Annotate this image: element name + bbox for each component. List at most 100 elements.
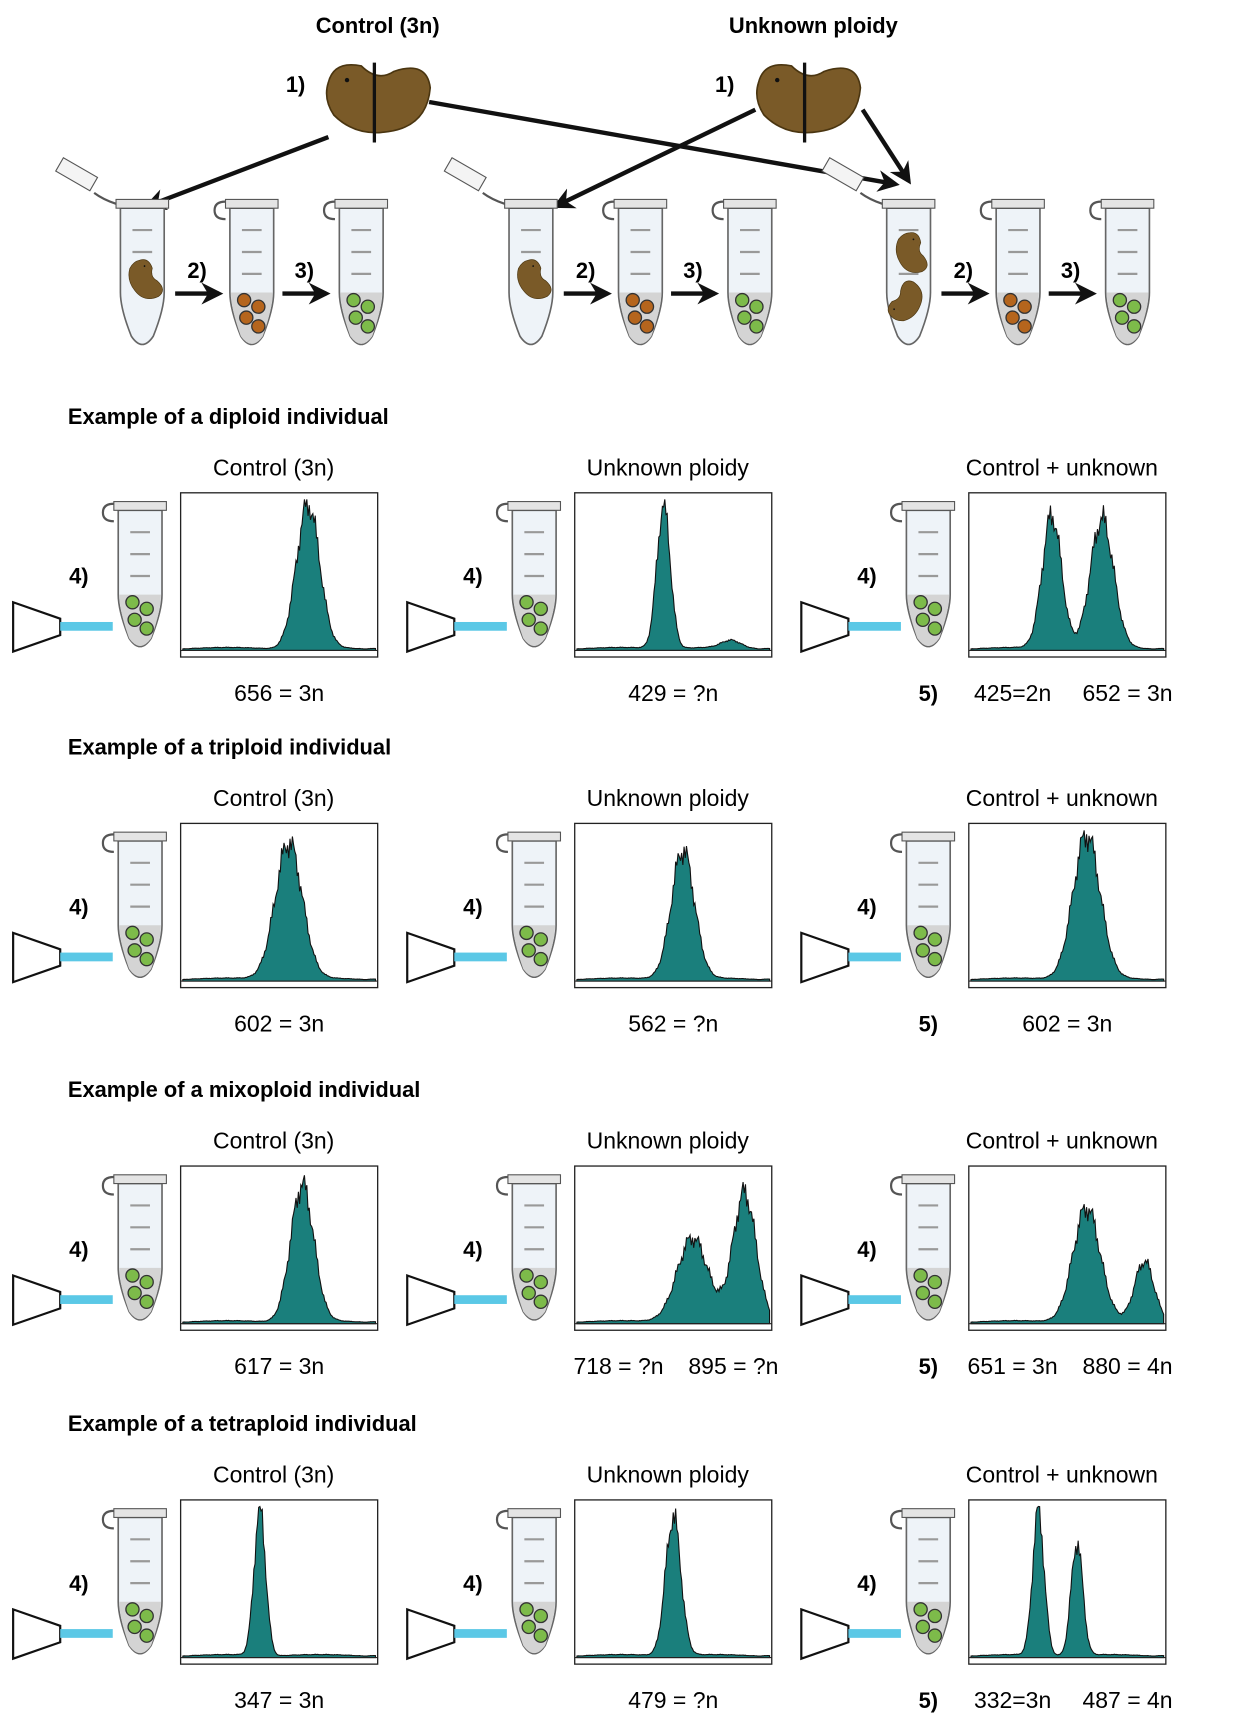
tube-cap [113, 831, 167, 842]
tube [495, 831, 562, 979]
step-label: 4) [857, 564, 876, 589]
step-label: 4) [69, 1237, 88, 1262]
histogram [970, 830, 1165, 982]
step-label: 4) [463, 564, 482, 589]
step-label: 4) [463, 1237, 482, 1262]
tube [889, 1174, 956, 1321]
tube-cap [1100, 198, 1155, 209]
tube [821, 157, 936, 346]
panel-title: Control (3n) [213, 1128, 334, 1154]
result-label: 880 = 4n [1082, 1353, 1172, 1379]
laser-beam [848, 1295, 901, 1304]
panel-title: Control + unknown [966, 1461, 1158, 1487]
tube-cap [991, 198, 1045, 209]
arrows [143, 99, 911, 210]
nucleus [139, 601, 154, 617]
nucleus [639, 299, 655, 314]
nucleus [533, 951, 549, 967]
detector [800, 600, 850, 654]
tube-hinge [889, 502, 903, 523]
nucleus [125, 1602, 140, 1617]
tube-hinge [101, 1509, 114, 1530]
tube [101, 1508, 167, 1655]
worm-eye [344, 77, 350, 83]
step-label: 3) [295, 258, 314, 283]
histogram [970, 505, 1165, 651]
tube [889, 1508, 956, 1655]
panel-title: Control + unknown [966, 1128, 1158, 1154]
result-label: 652 = 3n [1082, 680, 1172, 706]
tube [889, 501, 956, 648]
nucleus [348, 310, 363, 325]
tube [711, 198, 777, 346]
worm-eye [532, 265, 535, 267]
tube-body [885, 207, 932, 346]
tube [101, 831, 167, 979]
nucleus [1017, 319, 1032, 334]
result-label: 479 = ?n [628, 1687, 718, 1713]
tube-hinge [101, 1175, 114, 1196]
tube-cap [901, 831, 956, 842]
result-label: 332=3n [974, 1687, 1051, 1713]
nucleus [139, 621, 154, 636]
nucleus [139, 932, 154, 947]
nucleus [533, 1608, 549, 1624]
panel-title: Unknown ploidy [587, 1461, 750, 1487]
tube [1089, 198, 1155, 346]
section-title: Example of a mixoploid individual [68, 1077, 421, 1102]
nucleus [915, 1619, 931, 1635]
nucleus [913, 1602, 928, 1617]
tube-cap [507, 501, 562, 511]
step-label: 5) [919, 1011, 938, 1036]
detector [12, 1273, 62, 1327]
tube-hinge [101, 833, 114, 853]
step-label: 2) [187, 258, 206, 283]
step-label: 3) [1061, 258, 1080, 283]
step-label: 5) [919, 1354, 938, 1379]
worm-body [517, 259, 552, 300]
control-label: Control (3n) [316, 13, 440, 38]
nucleus [127, 1285, 142, 1301]
nucleus [749, 299, 764, 314]
nucleus [519, 595, 534, 610]
laser-beam [848, 621, 901, 631]
detector [800, 1273, 850, 1327]
panel-title: Control (3n) [213, 454, 334, 480]
detector [12, 600, 62, 654]
worm-eye [912, 238, 915, 241]
step-label: 3) [683, 258, 702, 283]
tube-cap [507, 1174, 562, 1185]
tube-hinge [889, 1175, 903, 1196]
result-label: 429 = ?n [628, 680, 718, 706]
tube [443, 157, 558, 346]
tube-hinge [213, 200, 226, 221]
tube-cap [507, 831, 562, 842]
tube [495, 1174, 562, 1321]
result-label: 895 = ?n [688, 1353, 778, 1379]
nucleus [927, 1294, 943, 1310]
nucleus [1126, 319, 1142, 334]
nucleus [927, 1628, 943, 1643]
nucleus [346, 292, 361, 308]
nucleus [239, 310, 254, 325]
nucleus [236, 292, 252, 308]
laser-beam [848, 1629, 901, 1638]
step-label: 4) [463, 1571, 482, 1596]
nucleus [360, 299, 376, 314]
laser-beam [454, 1295, 507, 1304]
panel-title: Control + unknown [966, 454, 1158, 480]
tube-cap [901, 1508, 956, 1518]
tube [602, 198, 668, 346]
tube-hinge [495, 502, 508, 523]
tube-hinge [101, 502, 114, 523]
result-label: 617 = 3n [234, 1353, 324, 1379]
result-label: 562 = ?n [628, 1010, 718, 1036]
worm-body [895, 232, 928, 273]
detector [406, 600, 456, 654]
nucleus [1126, 299, 1142, 314]
nucleus [139, 1608, 154, 1624]
panel-title: Control (3n) [213, 1461, 334, 1487]
step-label: 4) [857, 894, 876, 919]
histogram [970, 1505, 1165, 1659]
nucleus [127, 612, 142, 628]
